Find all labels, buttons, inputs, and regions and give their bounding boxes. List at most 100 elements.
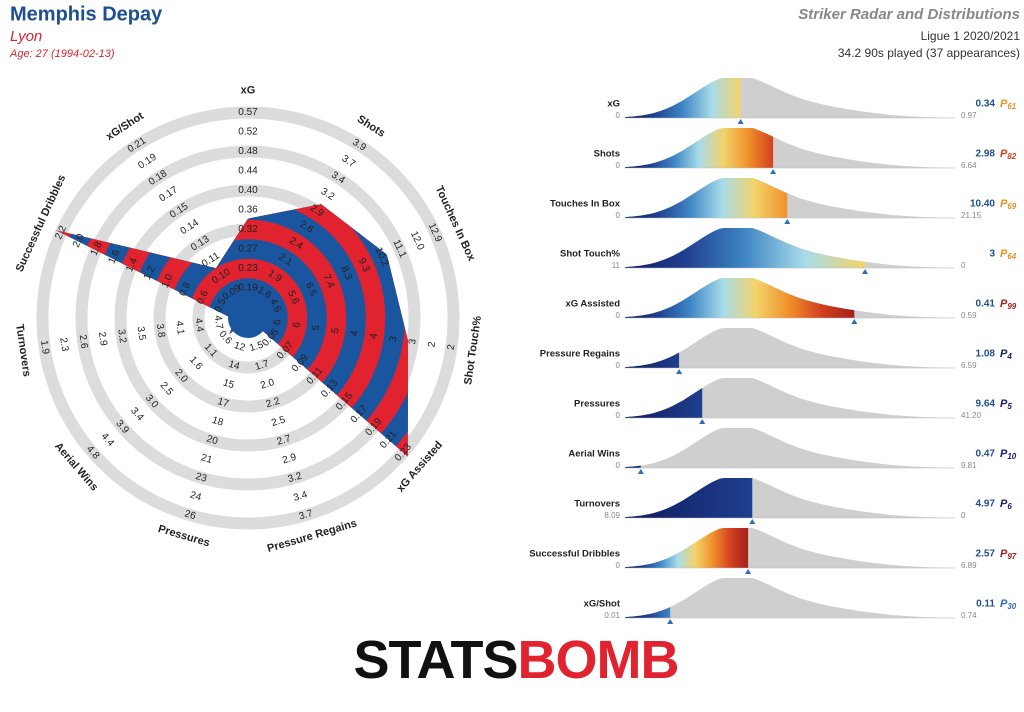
radar-tick-label: 2.9 [96, 331, 109, 347]
logo-left: STATS [354, 630, 518, 690]
metric-label: xG/Shot [584, 599, 621, 610]
density-curve [625, 378, 955, 418]
right-label: 9.81 [961, 461, 977, 470]
radar-tick-label: 1.6 [107, 248, 123, 266]
radar-axis-label: Shots [355, 113, 387, 140]
radar-tick-label: 0.44 [238, 166, 258, 177]
radar-tick-label: 0.8 [177, 280, 193, 298]
right-label: 0.97 [961, 111, 977, 120]
radar-tick-label: 5 [330, 327, 342, 335]
radar-tick-label: 2.0 [71, 232, 87, 250]
right-label: 0.74 [961, 611, 977, 620]
right-label: 0 [961, 511, 966, 520]
value-marker [770, 169, 777, 174]
percentile-value: 69 [1007, 202, 1016, 211]
percentile-value: 10 [1007, 452, 1016, 461]
density-curve [625, 578, 955, 618]
radar-tick-label: 2 [446, 343, 458, 351]
metric-label: Shot Touch% [560, 249, 621, 260]
radar-tick-label: 0.17 [157, 184, 180, 204]
metric-label: Shots [594, 149, 620, 160]
left-label: 0 [616, 561, 621, 570]
percentile-prefix: P [1000, 248, 1008, 260]
radar-tick-label: 24 [189, 490, 203, 504]
value-label: 10.40 [970, 199, 995, 210]
value-label: 2.98 [976, 149, 996, 160]
density-curve [625, 428, 955, 468]
percentile: P6 [1000, 498, 1012, 511]
left-label: 0 [616, 111, 621, 120]
percentile: P64 [1000, 248, 1017, 261]
radar-tick-label: 3 [407, 338, 419, 346]
radar-tick-label: 4.4 [192, 317, 205, 333]
value-marker [851, 319, 858, 324]
right-label: 41.20 [961, 411, 982, 420]
radar-tick-label: 1.9 [38, 340, 51, 356]
percentile: P5 [1000, 398, 1012, 411]
radar-tick-label: 4 [369, 332, 381, 340]
percentile-value: 64 [1007, 252, 1016, 261]
right-label: 21.15 [961, 211, 982, 220]
radar-tick-label: 14 [227, 359, 241, 373]
percentile-prefix: P [1000, 598, 1008, 610]
radar-tick-label: 6 [291, 321, 303, 329]
value-marker [862, 269, 868, 274]
radar-tick-label: 2.0 [259, 377, 276, 392]
percentile-prefix: P [1000, 348, 1008, 360]
radar-tick-label: 4 [349, 329, 361, 337]
radar-tick-label: 3.8 [154, 323, 167, 339]
radar-tick-label: 2 [426, 341, 438, 349]
percentile: P97 [1000, 548, 1017, 561]
radar-tick-label: 2.6 [77, 334, 90, 350]
radar-tick-label: 3.2 [287, 471, 304, 486]
radar-tick-label: 1.2 [142, 264, 158, 282]
radar-tick-label: 23 [194, 471, 208, 485]
radar-tick-label: 1.6 [187, 354, 205, 372]
player-name: Memphis Depay [10, 3, 163, 25]
radar-tick-label: 0.19 [136, 152, 159, 172]
ring [75, 145, 421, 491]
value-marker [737, 119, 744, 124]
value-marker [745, 569, 752, 574]
radar-tick-label: 2.5 [270, 414, 287, 429]
radar-tick-label: 3.7 [340, 153, 358, 170]
right-label: 0.59 [961, 311, 977, 320]
ring [36, 106, 460, 530]
radar-tick-label: 2.2 [53, 224, 69, 242]
metric-label: Pressures [574, 399, 620, 410]
density-fill [625, 228, 865, 268]
radar-tick-label: 5 [311, 324, 323, 332]
radar-tick-label: 0.19 [238, 283, 258, 294]
density-fill [625, 178, 788, 218]
logo-right: BOMB [518, 630, 679, 690]
percentile-value: 61 [1007, 102, 1016, 111]
value-label: 1.08 [976, 349, 996, 360]
radar-tick-label: 1.7 [254, 358, 271, 373]
percentile-prefix: P [1000, 148, 1008, 160]
radar-axis-label: Turnovers [13, 323, 32, 377]
radar-axis-label: Shot Touch% [462, 315, 484, 386]
radar-tick-label: 2.5 [158, 380, 176, 398]
value-marker [784, 219, 791, 224]
radar-tick-label: 1.8 [89, 240, 105, 258]
percentile-prefix: P [1000, 448, 1008, 460]
percentile-value: 4 [1006, 352, 1012, 361]
radar-tick-label: 26 [183, 508, 197, 522]
radar-tick-label: 3.5 [135, 326, 148, 342]
radar-tick-label: 4.6 [267, 297, 283, 315]
percentile-prefix: P [1000, 498, 1008, 510]
minutes: 34.2 90s played (37 appearances) [838, 46, 1020, 60]
density-fill [625, 78, 741, 118]
radar-tick-label: 0.52 [238, 127, 258, 138]
right-label: 0 [961, 261, 966, 270]
value-marker [667, 619, 674, 624]
radar-tick-label: 21 [200, 452, 214, 466]
radar-tick-label: 3.2 [115, 329, 128, 345]
radar-axis-label: xG [241, 84, 256, 96]
right-label: 6.59 [961, 361, 977, 370]
radar-tick-label: 9.3 [356, 256, 372, 274]
radar-tick-label: 0.57 [238, 107, 258, 118]
metric-label: Successful Dribbles [529, 549, 620, 560]
